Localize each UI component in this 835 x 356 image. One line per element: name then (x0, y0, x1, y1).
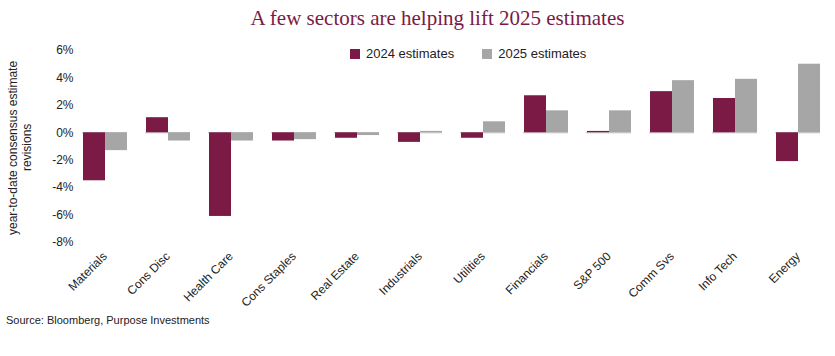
svg-text:-4%: -4% (52, 180, 74, 194)
svg-text:Comm Svs: Comm Svs (625, 249, 676, 300)
svg-text:Info Tech: Info Tech (696, 249, 740, 293)
svg-text:Cons Staples: Cons Staples (238, 249, 298, 306)
html-text:A few sectors are helping lift: A few sectors are helping lift 2025 esti… (250, 6, 625, 30)
html-text:2025 estimates: 2025 estimates (498, 46, 587, 61)
svg-text:0%: 0% (56, 126, 74, 140)
svg-text:Financials: Financials (503, 249, 551, 297)
svg-text:Utilities: Utilities (451, 249, 488, 286)
html-text:2024 estimates: 2024 estimates (366, 46, 455, 61)
svg-text:4%: 4% (56, 71, 74, 85)
html-text:Source: Bloomberg, Purpose Inv: Source: Bloomberg, Purpose Investments (6, 314, 210, 326)
svg-text:Real Estate: Real Estate (308, 249, 362, 303)
svg-text:Materials: Materials (66, 249, 110, 293)
svg-text:-2%: -2% (52, 153, 74, 167)
svg-text:S&P 500: S&P 500 (571, 249, 614, 292)
svg-text:Energy: Energy (766, 249, 803, 286)
svg-text:6%: 6% (56, 43, 74, 57)
svg-text:2%: 2% (56, 98, 74, 112)
svg-text:Industrials: Industrials (376, 249, 425, 298)
svg-text:-8%: -8% (52, 235, 74, 249)
html-text:year-to-date consensus estimat: year-to-date consensus estimate revision… (6, 60, 34, 235)
svg-text:-6%: -6% (52, 208, 74, 222)
svg-text:Health Care: Health Care (181, 249, 236, 304)
svg-text:Cons Disc: Cons Disc (124, 249, 173, 298)
